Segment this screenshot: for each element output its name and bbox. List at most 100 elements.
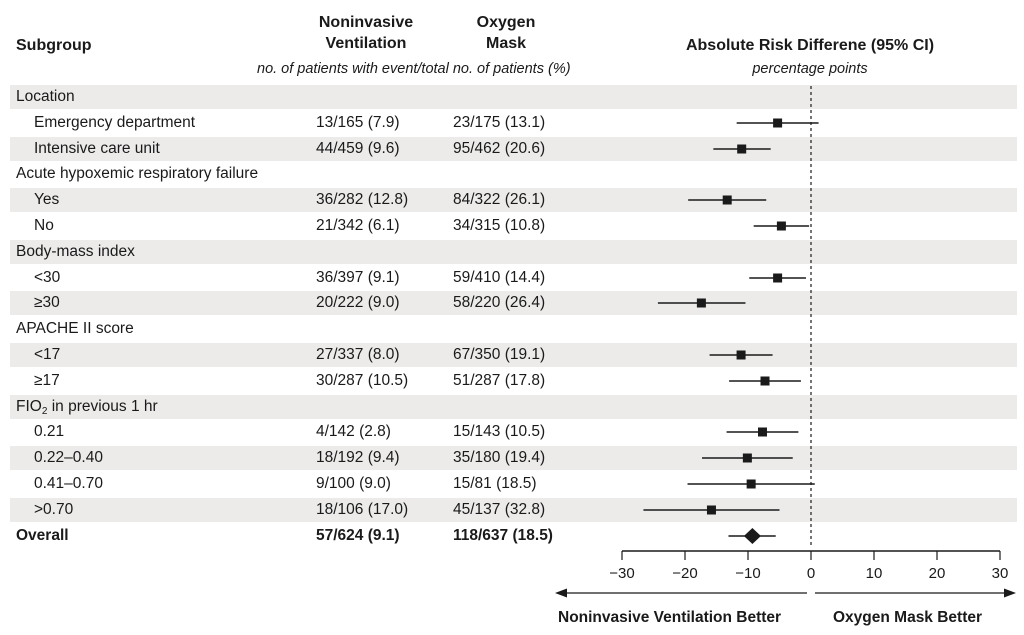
om-header-line1: Oxygen bbox=[476, 14, 536, 31]
x-tick-label: −10 bbox=[735, 565, 760, 582]
effect-units: percentage points bbox=[752, 61, 868, 77]
overall-diamond bbox=[743, 528, 761, 544]
om-count: 15/143 (10.5) bbox=[453, 423, 546, 440]
niv-count: 13/165 (7.9) bbox=[316, 114, 400, 131]
subgroup-label: ≥30 bbox=[34, 294, 60, 311]
table-row: Intensive care unit 44/459 (9.6) 95/462 (2… bbox=[10, 137, 1017, 161]
point-estimate bbox=[736, 350, 746, 360]
fio-subscript: 2 bbox=[41, 406, 48, 417]
overall-label: Overall bbox=[16, 527, 69, 544]
niv-header-line2: Ventilation bbox=[325, 35, 407, 52]
om-count: 35/180 (19.4) bbox=[453, 449, 546, 466]
table-row: Yes 36/282 (12.8) 84/322 (26.1) bbox=[10, 188, 1017, 212]
left-arrow-head bbox=[555, 588, 567, 598]
x-tick-label: 0 bbox=[807, 565, 815, 582]
om-count: 15/81 (18.5) bbox=[453, 475, 537, 492]
subgroup-label: <30 bbox=[34, 269, 61, 286]
point-estimate bbox=[746, 479, 756, 489]
fio-main: FIO bbox=[16, 398, 42, 415]
group-label: FIO2 in previous 1 hr bbox=[16, 395, 158, 424]
table-row: >0.70 18/106 (17.0) 45/137 (32.8) bbox=[10, 498, 1017, 522]
niv-count: 30/287 (10.5) bbox=[316, 372, 409, 389]
point-estimate bbox=[776, 221, 786, 231]
niv-header-line1: Noninvasive bbox=[318, 14, 414, 31]
table-row: ≥30 20/222 (9.0) 58/220 (26.4) bbox=[10, 291, 1017, 315]
left-favors-label: Noninvasive Ventilation Better bbox=[558, 609, 782, 626]
subgroup-label: <17 bbox=[34, 346, 61, 363]
point-estimate bbox=[742, 453, 752, 463]
om-count: 51/287 (17.8) bbox=[453, 372, 546, 389]
table-row: 0.22–0.40 18/192 (9.4) 35/180 (19.4) bbox=[10, 446, 1017, 470]
subgroup-label: 0.41–0.70 bbox=[34, 475, 103, 492]
point-estimate bbox=[737, 144, 747, 154]
group-label: Body-mass index bbox=[16, 243, 135, 260]
om-count: 23/175 (13.1) bbox=[453, 114, 546, 131]
table-row: ≥17 30/287 (10.5) 51/287 (17.8) bbox=[10, 369, 1017, 393]
niv-count: 36/397 (9.1) bbox=[316, 269, 400, 286]
niv-header: Noninvasive Ventilation bbox=[296, 12, 436, 54]
om-count: 95/462 (20.6) bbox=[453, 140, 546, 157]
om-count: 118/637 (18.5) bbox=[453, 527, 553, 544]
group-row: FIO2 in previous 1 hr bbox=[10, 395, 1017, 419]
om-count: 59/410 (14.4) bbox=[453, 269, 546, 286]
subgroup-label: Yes bbox=[34, 191, 60, 208]
om-count: 84/322 (26.1) bbox=[453, 191, 546, 208]
subgroup-label: No bbox=[34, 217, 54, 234]
right-favors-label: Oxygen Mask Better bbox=[833, 609, 983, 626]
table-row: No 21/342 (6.1) 34/315 (10.8) bbox=[10, 214, 1017, 238]
subgroup-label: 0.22–0.40 bbox=[34, 449, 103, 466]
x-tick-label: 30 bbox=[992, 565, 1009, 582]
niv-count: 20/222 (9.0) bbox=[316, 294, 400, 311]
group-label: APACHE II score bbox=[16, 320, 134, 337]
point-estimate bbox=[706, 505, 716, 515]
x-tick-label: −20 bbox=[672, 565, 697, 582]
table-row: Emergency department 13/165 (7.9) 23/175 (… bbox=[10, 111, 1017, 135]
niv-count: 36/282 (12.8) bbox=[316, 191, 409, 208]
counts-note: no. of patients with event/total no. of … bbox=[257, 61, 571, 77]
niv-count: 21/342 (6.1) bbox=[316, 217, 400, 234]
niv-count: 44/459 (9.6) bbox=[316, 140, 400, 157]
x-tick-label: −30 bbox=[609, 565, 634, 582]
om-count: 34/315 (10.8) bbox=[453, 217, 546, 234]
om-count: 58/220 (26.4) bbox=[453, 294, 546, 311]
subgroup-header: Subgroup bbox=[16, 37, 92, 54]
subgroup-label: Emergency department bbox=[34, 114, 196, 131]
table-row: <30 36/397 (9.1) 59/410 (14.4) bbox=[10, 266, 1017, 290]
niv-count: 4/142 (2.8) bbox=[316, 423, 391, 440]
overall-row: Overall 57/624 (9.1) 118/637 (18.5) bbox=[10, 524, 1017, 548]
niv-count: 18/106 (17.0) bbox=[316, 501, 409, 518]
x-tick-label: 10 bbox=[866, 565, 883, 582]
table-row: 0.21 4/142 (2.8) 15/143 (10.5) bbox=[10, 420, 1017, 444]
x-tick-label: 20 bbox=[929, 565, 946, 582]
point-estimate bbox=[696, 298, 706, 308]
fio-rest: in previous 1 hr bbox=[47, 398, 158, 415]
subgroup-label: ≥17 bbox=[34, 372, 60, 389]
table-row: 0.41–0.70 9/100 (9.0) 15/81 (18.5) bbox=[10, 472, 1017, 496]
right-arrow-head bbox=[1004, 588, 1016, 598]
point-estimate bbox=[722, 195, 732, 205]
niv-count: 18/192 (9.4) bbox=[316, 449, 400, 466]
effect-header: Absolute Risk Differene (95% CI) bbox=[685, 37, 935, 54]
om-header-line2: Mask bbox=[485, 35, 527, 52]
group-row: Body-mass index bbox=[10, 240, 1017, 264]
om-count: 45/137 (32.8) bbox=[453, 501, 546, 518]
om-count: 67/350 (19.1) bbox=[453, 346, 546, 363]
group-row: Location bbox=[10, 85, 1017, 109]
om-header: Oxygen Mask bbox=[436, 12, 576, 54]
niv-count: 9/100 (9.0) bbox=[316, 475, 391, 492]
subgroup-label: Intensive care unit bbox=[34, 140, 160, 157]
table-row: <17 27/337 (8.0) 67/350 (19.1) bbox=[10, 343, 1017, 367]
point-estimate bbox=[773, 273, 783, 283]
point-estimate bbox=[757, 427, 767, 437]
group-label: Location bbox=[16, 88, 75, 105]
subgroup-label: >0.70 bbox=[34, 501, 74, 518]
niv-count: 27/337 (8.0) bbox=[316, 346, 400, 363]
group-row: Acute hypoxemic respiratory failure bbox=[10, 162, 1017, 186]
point-estimate bbox=[760, 376, 770, 386]
point-estimate bbox=[773, 118, 783, 128]
subgroup-label: 0.21 bbox=[34, 423, 65, 440]
group-label: Acute hypoxemic respiratory failure bbox=[16, 165, 259, 182]
group-row: APACHE II score bbox=[10, 317, 1017, 341]
niv-count: 57/624 (9.1) bbox=[316, 527, 400, 544]
